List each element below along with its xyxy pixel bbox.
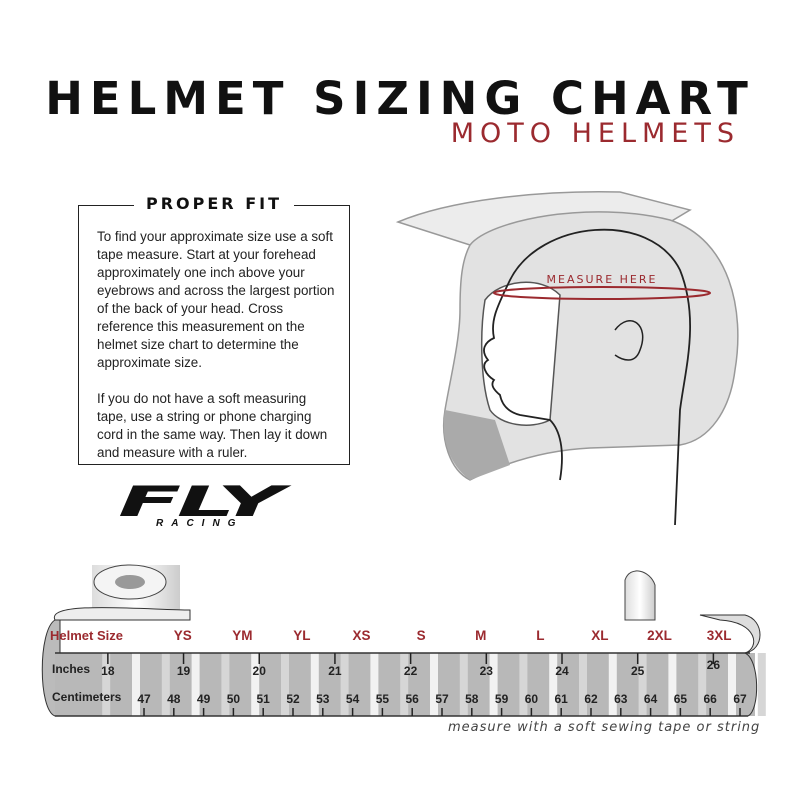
cm-label: 59 <box>494 692 509 706</box>
tape-top-edge <box>54 607 191 621</box>
inch-label: 20 <box>252 664 266 678</box>
cm-label: 66 <box>703 692 717 706</box>
cm-label: 67 <box>733 692 747 706</box>
helmet-illustration: MEASURE HERE <box>395 191 739 525</box>
proper-fit-heading: PROPER FIT <box>134 194 294 213</box>
inch-label: 24 <box>555 664 569 678</box>
tape-stripe <box>161 653 170 716</box>
cm-label: 49 <box>196 692 211 706</box>
helmet-size-3xl: 3XL <box>706 628 732 643</box>
tape-stripe <box>459 653 468 716</box>
tape-stripe <box>757 653 766 716</box>
tape-stripe <box>549 653 558 716</box>
cm-label: 48 <box>167 692 181 706</box>
tape-stripe <box>400 653 409 716</box>
page-subtitle: MOTO HELMETS <box>450 118 740 149</box>
cm-label: 50 <box>226 692 241 706</box>
inches-row-label: Inches <box>52 662 91 676</box>
tape-stripe <box>191 653 200 716</box>
tape-stripe <box>370 653 379 716</box>
inch-label: 18 <box>101 664 115 678</box>
tape-caption: measure with a soft sewing tape or strin… <box>448 720 761 735</box>
cm-label: 58 <box>465 692 479 706</box>
helmet-size-xl: XL <box>591 628 609 643</box>
cm-row-label: Centimeters <box>52 690 122 704</box>
fly-racing-logo: FLY RACING <box>108 477 320 530</box>
inch-label: 22 <box>403 664 418 678</box>
tape-stripe <box>281 653 289 716</box>
measuring-tape <box>41 564 766 717</box>
proper-fit-box: PROPER FIT To find your approximate size… <box>78 194 350 465</box>
helmet-size-xs: XS <box>352 628 371 643</box>
helmet-size-s: S <box>416 628 426 643</box>
helmet-size-l: L <box>536 628 545 643</box>
cm-label: 57 <box>435 692 449 706</box>
tape-right-edge <box>744 652 758 717</box>
logo-brand: FLY <box>118 477 284 526</box>
helmet-size-ym: YM <box>232 628 253 643</box>
tape-roll-right <box>624 570 656 621</box>
head-outline <box>483 228 692 525</box>
tape-stripe <box>638 653 647 716</box>
inch-label: 21 <box>328 664 342 678</box>
cm-label: 60 <box>524 692 539 706</box>
measure-line <box>493 286 711 300</box>
fit-paragraph: To find your approximate size use a soft… <box>97 229 335 370</box>
tape-stripe <box>698 653 707 716</box>
inch-label: 25 <box>631 664 645 678</box>
tape-stripe <box>668 653 677 716</box>
cm-label: 62 <box>584 692 598 706</box>
ear <box>614 320 644 361</box>
cm-label: 65 <box>673 692 688 706</box>
inch-label: 19 <box>176 664 191 678</box>
tape-stripe <box>430 653 438 716</box>
cm-label: 56 <box>405 692 419 706</box>
tape-stripe <box>102 653 111 716</box>
tape-stripe <box>519 653 528 716</box>
cm-label: 61 <box>554 692 568 706</box>
page-title: HELMET SIZING CHART <box>45 72 755 125</box>
cm-label: 63 <box>614 692 628 706</box>
cm-label: 55 <box>375 692 390 706</box>
chin-guard <box>443 410 510 480</box>
tape-stripe <box>728 653 736 716</box>
face-opening <box>481 281 561 426</box>
tape-stripe <box>221 653 230 716</box>
helmet-size-row-label: Helmet Size <box>50 628 123 643</box>
cm-label: 53 <box>316 692 330 706</box>
inch-label: 26 <box>706 658 721 672</box>
cm-label: 51 <box>256 692 270 706</box>
helmet-size-yl: YL <box>293 628 311 643</box>
cm-label: 64 <box>643 692 658 706</box>
proper-fit-text: To find your approximate size use a soft… <box>97 228 335 480</box>
cm-label: 54 <box>345 692 360 706</box>
tape-roll-hole <box>115 575 145 589</box>
tape-stripe <box>579 653 587 716</box>
cm-label: 52 <box>286 692 300 706</box>
fit-paragraph: If you do not have a soft measuring tape… <box>97 391 328 460</box>
measure-here-label: MEASURE HERE <box>547 273 658 286</box>
helmet-size-m: M <box>475 628 487 643</box>
inch-label: 23 <box>479 664 493 678</box>
tape-right-curl <box>699 614 761 654</box>
tape-stripe <box>489 653 498 716</box>
logo-sub: RACING <box>156 518 244 529</box>
helmet-size-2xl: 2XL <box>647 628 672 643</box>
tape-stripe <box>132 653 140 716</box>
tape-stripe <box>251 653 260 716</box>
tape-stripe <box>310 653 319 716</box>
tape-stripe <box>608 653 617 716</box>
cm-label: 47 <box>137 692 151 706</box>
helmet-size-ys: YS <box>173 628 192 643</box>
tape-stripe <box>340 653 349 716</box>
